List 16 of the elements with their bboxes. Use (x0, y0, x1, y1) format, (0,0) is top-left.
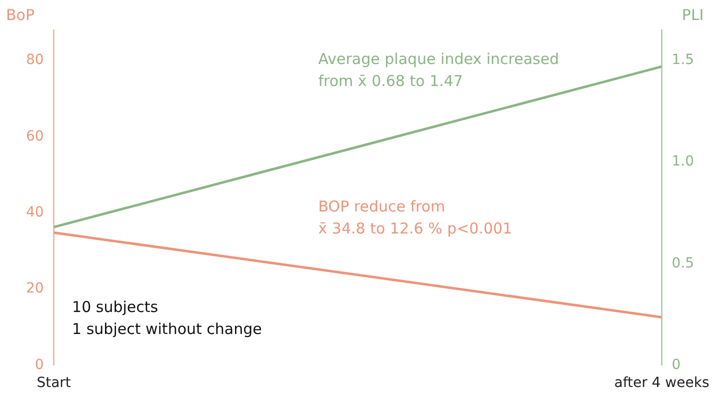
y-tick-label: 80 (26, 52, 44, 68)
y-tick-label: 60 (26, 128, 44, 144)
y-tick-label: 20 (26, 280, 44, 297)
annotation: 10 subjects 1 subject without change (72, 298, 262, 338)
x-tick-label: after 4 weeks (614, 375, 710, 392)
y2-tick-label: 1.0 (672, 154, 694, 170)
y-axis-title: BoP (6, 6, 35, 24)
x-tick-label: Start (36, 375, 72, 392)
y2-tick-label: 0 (672, 356, 681, 373)
y-tick-label: 40 (26, 204, 44, 220)
annotation: Average plaque index increased from x̄ 0.68 to 1.47 (318, 50, 560, 90)
y2-axis-title: PLI (682, 6, 704, 24)
y2-tick-label: 1.5 (672, 52, 694, 68)
y2-tick-label: 0.5 (672, 255, 694, 272)
y-tick-label: 0 (34, 356, 44, 373)
annotation: BOP reduce from x̄ 34.8 to 12.6 % p<0.001 (318, 198, 512, 238)
